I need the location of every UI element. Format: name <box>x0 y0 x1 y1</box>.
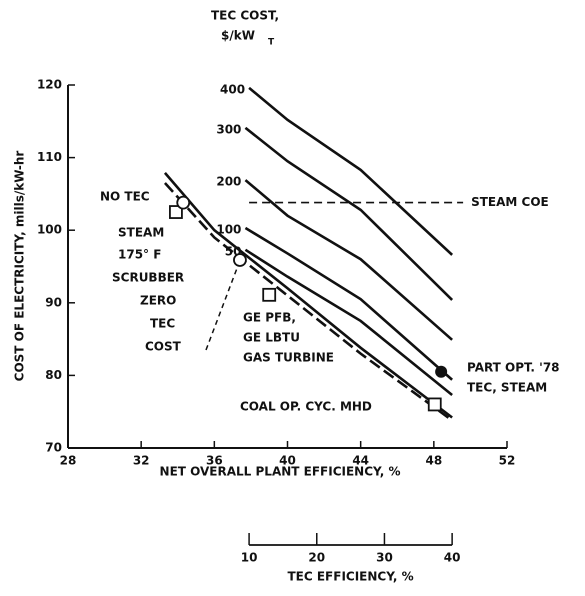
curve <box>244 248 453 397</box>
tec-cost-unit: $/kW <box>221 29 255 43</box>
x-tick-label: 52 <box>499 454 516 468</box>
x-tick-label: 44 <box>352 454 369 468</box>
x2-tick-label: 10 <box>241 551 258 565</box>
y-tick-label: 110 <box>37 150 62 164</box>
square-marker <box>427 397 442 412</box>
curve-label: 100 <box>216 223 241 237</box>
curve-label: 300 <box>216 122 241 136</box>
y-tick-label: 80 <box>45 368 62 382</box>
y-axis-label: COST OF ELECTRICITY, mills/kW-hr <box>13 151 27 382</box>
curve <box>248 86 454 256</box>
x2-tick-label: 40 <box>444 551 461 565</box>
curve-label: 400 <box>220 82 245 96</box>
x2-tick-label: 20 <box>308 551 325 565</box>
y-tick-label: 100 <box>37 223 62 237</box>
annotation: NO TEC <box>100 190 150 204</box>
annotation: GE LBTU <box>243 331 300 345</box>
open-circle-marker <box>233 253 247 267</box>
y-tick-label: 120 <box>37 78 62 92</box>
open-circle-marker <box>176 195 191 210</box>
x-tick-label: 40 <box>279 454 296 468</box>
annotation: COST <box>145 340 182 354</box>
annotation: STEAM <box>118 226 164 240</box>
tec-cost-title: TEC COST, <box>211 9 279 23</box>
annotation: GE PFB, <box>243 311 296 325</box>
annotation: PART OPT. '78 <box>467 361 560 375</box>
square-marker <box>169 205 183 219</box>
x-tick-label: 36 <box>206 454 223 468</box>
curve-label: 200 <box>216 175 241 189</box>
x-tick-label: 32 <box>133 454 150 468</box>
steam-coe-label: STEAM COE <box>471 195 549 209</box>
x-tick-label: 48 <box>425 454 442 468</box>
annotation: TEC <box>150 317 175 331</box>
leader-line <box>205 262 240 351</box>
curve <box>163 182 453 422</box>
y-tick-label: 70 <box>45 441 62 455</box>
x2-axis-label: TEC EFFICIENCY, % <box>287 570 413 584</box>
annotation: SCRUBBER <box>112 271 184 285</box>
annotation: ZERO <box>140 294 176 308</box>
annotation: 175° F <box>118 248 161 262</box>
filled-circle-marker <box>435 365 448 378</box>
curve <box>244 226 453 381</box>
curve <box>244 126 454 301</box>
annotation: GAS TURBINE <box>243 351 334 365</box>
curve <box>244 179 453 341</box>
annotation: TEC, STEAM <box>467 381 547 395</box>
x-tick-label: 28 <box>60 454 77 468</box>
curve <box>163 171 453 419</box>
x-axis-label: NET OVERALL PLANT EFFICIENCY, % <box>160 465 401 479</box>
square-marker <box>262 287 277 302</box>
y-tick-label: 90 <box>45 295 62 309</box>
tec-cost-unit-sub: T <box>268 38 275 48</box>
x2-tick-label: 30 <box>376 551 393 565</box>
annotation: COAL OP. CYC. MHD <box>240 400 372 414</box>
